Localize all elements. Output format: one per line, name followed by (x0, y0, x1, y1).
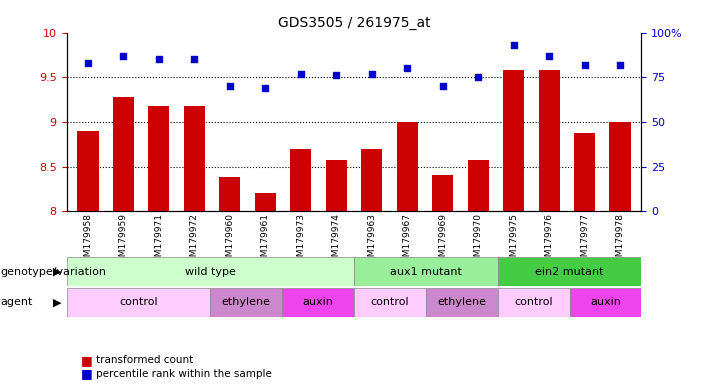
Text: ein2 mutant: ein2 mutant (536, 266, 604, 277)
Text: control: control (371, 297, 409, 308)
Text: control: control (119, 297, 158, 308)
Text: GSM179961: GSM179961 (261, 214, 270, 268)
Point (189, 56, 200, 63)
Text: ■: ■ (81, 354, 93, 367)
Bar (498, 257, 641, 286)
Bar (77, 131, 99, 211)
Bar (426, 288, 498, 317)
Bar (254, 194, 276, 211)
Text: GSM179967: GSM179967 (403, 214, 411, 268)
Bar (148, 106, 170, 211)
Text: GSM179963: GSM179963 (367, 214, 376, 268)
Bar (574, 132, 595, 211)
Point (295, 71, 306, 77)
Bar (569, 288, 641, 317)
Text: ■: ■ (81, 367, 93, 381)
Bar (354, 288, 426, 317)
Point (331, 73, 342, 79)
Text: GSM179974: GSM179974 (332, 214, 341, 268)
Text: GSM179972: GSM179972 (190, 214, 199, 268)
Bar (219, 177, 240, 211)
Text: GSM179976: GSM179976 (545, 214, 554, 268)
Point (154, 56, 165, 63)
Point (402, 65, 413, 71)
Point (224, 83, 236, 89)
Point (366, 71, 377, 77)
Text: GSM179971: GSM179971 (154, 214, 163, 268)
Text: aux1 mutant: aux1 mutant (390, 266, 462, 277)
Text: wild type: wild type (185, 266, 236, 277)
Bar (609, 122, 631, 211)
Bar (432, 175, 454, 211)
Point (259, 85, 271, 91)
Text: GSM179958: GSM179958 (83, 214, 93, 268)
Bar (326, 160, 347, 211)
Text: agent: agent (1, 297, 33, 308)
Bar (67, 288, 210, 317)
Point (543, 53, 554, 59)
Bar (468, 160, 489, 211)
Bar (113, 97, 134, 211)
Text: control: control (515, 297, 553, 308)
Text: ▶: ▶ (53, 297, 61, 308)
Bar (538, 70, 560, 211)
Bar (397, 122, 418, 211)
Bar (67, 257, 354, 286)
Text: GSM179969: GSM179969 (438, 214, 447, 268)
Text: GSM179975: GSM179975 (509, 214, 518, 268)
Text: auxin: auxin (303, 297, 334, 308)
Bar (283, 288, 354, 317)
Text: GSM179960: GSM179960 (225, 214, 234, 268)
Bar (184, 106, 205, 211)
Bar (498, 288, 569, 317)
Bar (290, 149, 311, 211)
Text: GSM179973: GSM179973 (297, 214, 305, 268)
Point (579, 62, 590, 68)
Text: ethylene: ethylene (437, 297, 486, 308)
Point (508, 42, 519, 48)
Bar (361, 149, 382, 211)
Point (82, 60, 93, 66)
Text: GSM179959: GSM179959 (119, 214, 128, 268)
Bar (354, 257, 498, 286)
Text: GSM179970: GSM179970 (474, 214, 483, 268)
Text: percentile rank within the sample: percentile rank within the sample (96, 369, 272, 379)
Point (615, 62, 626, 68)
Text: transformed count: transformed count (96, 355, 193, 365)
Point (118, 53, 129, 59)
Bar (503, 70, 524, 211)
Bar (210, 288, 283, 317)
Text: genotype/variation: genotype/variation (1, 266, 107, 277)
Point (472, 74, 484, 80)
Point (437, 83, 449, 89)
Text: GSM179977: GSM179977 (580, 214, 589, 268)
Title: GDS3505 / 261975_at: GDS3505 / 261975_at (278, 16, 430, 30)
Text: ▶: ▶ (53, 266, 61, 277)
Text: ethylene: ethylene (222, 297, 271, 308)
Text: auxin: auxin (590, 297, 621, 308)
Text: GSM179978: GSM179978 (615, 214, 625, 268)
